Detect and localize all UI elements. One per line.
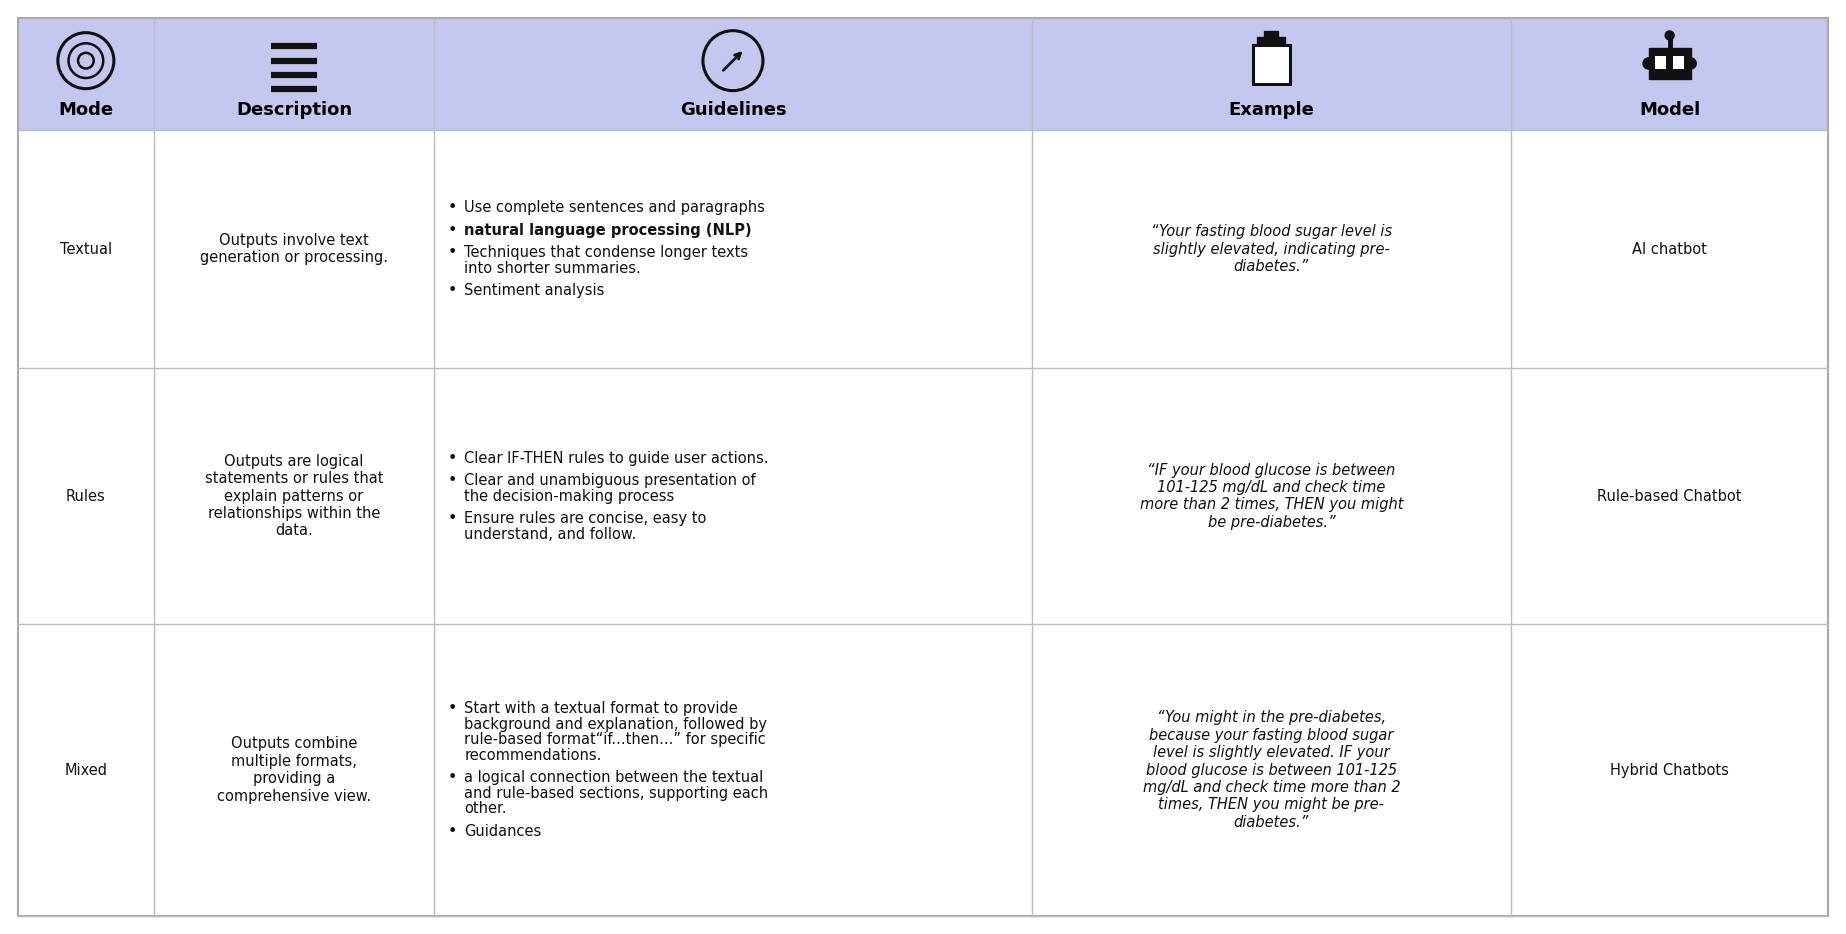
Text: Hybrid Chatbots: Hybrid Chatbots (1610, 762, 1730, 778)
Text: Clear IF-THEN rules to guide user actions.: Clear IF-THEN rules to guide user action… (465, 451, 768, 466)
Circle shape (1643, 58, 1654, 69)
Text: •: • (447, 701, 458, 716)
Text: “Your fasting blood sugar level is
slightly elevated, indicating pre-
diabetes.”: “Your fasting blood sugar level is sligh… (1150, 224, 1392, 275)
Text: •: • (447, 511, 458, 526)
Text: Outputs are logical
statements or rules that
explain patterns or
relationships w: Outputs are logical statements or rules … (205, 454, 384, 539)
Text: Model: Model (1639, 101, 1700, 119)
Circle shape (1665, 31, 1674, 40)
Text: Use complete sentences and paragraphs: Use complete sentences and paragraphs (465, 200, 766, 215)
Text: Mixed: Mixed (65, 762, 107, 778)
Text: •: • (447, 771, 458, 785)
Text: •: • (447, 474, 458, 488)
Text: Outputs involve text
generation or processing.: Outputs involve text generation or proce… (199, 234, 388, 265)
Text: Clear and unambiguous presentation of: Clear and unambiguous presentation of (465, 474, 755, 488)
Text: into shorter summaries.: into shorter summaries. (465, 261, 641, 276)
Text: other.: other. (465, 801, 508, 816)
Text: a logical connection between the textual: a logical connection between the textual (465, 771, 764, 785)
Text: Ensure rules are concise, easy to: Ensure rules are concise, easy to (465, 511, 707, 526)
Text: •: • (447, 824, 458, 839)
Text: rule-based format“if...then...” for specific: rule-based format“if...then...” for spec… (465, 732, 766, 747)
FancyBboxPatch shape (1648, 48, 1691, 78)
Text: Guidelines: Guidelines (679, 101, 786, 119)
Text: Textual: Textual (59, 242, 113, 257)
Text: Outputs combine
multiple formats,
providing a
comprehensive view.: Outputs combine multiple formats, provid… (218, 737, 371, 803)
Polygon shape (18, 18, 1828, 130)
Text: AI chatbot: AI chatbot (1632, 242, 1708, 257)
Text: Example: Example (1228, 101, 1314, 119)
Text: Guidances: Guidances (465, 824, 541, 839)
FancyBboxPatch shape (1265, 31, 1279, 37)
Text: •: • (447, 451, 458, 466)
Circle shape (1685, 58, 1696, 69)
Text: Rules: Rules (66, 488, 105, 503)
Text: •: • (447, 283, 458, 298)
Text: and rule-based sections, supporting each: and rule-based sections, supporting each (465, 785, 768, 800)
FancyBboxPatch shape (1672, 56, 1684, 69)
Text: •: • (447, 246, 458, 261)
Text: Rule-based Chatbot: Rule-based Chatbot (1597, 488, 1743, 503)
Text: understand, and follow.: understand, and follow. (465, 527, 637, 542)
Text: the decision-making process: the decision-making process (465, 488, 674, 503)
Text: Description: Description (236, 101, 353, 119)
Text: Mode: Mode (59, 101, 113, 119)
Text: •: • (447, 222, 458, 238)
Text: natural language processing (NLP): natural language processing (NLP) (465, 222, 751, 238)
Text: recommendations.: recommendations. (465, 748, 602, 763)
FancyBboxPatch shape (1257, 37, 1285, 45)
Text: “IF your blood glucose is between
101-125 mg/dL and check time
more than 2 times: “IF your blood glucose is between 101-12… (1139, 462, 1403, 530)
Text: Techniques that condense longer texts: Techniques that condense longer texts (465, 246, 748, 261)
FancyBboxPatch shape (1656, 56, 1667, 69)
Text: Start with a textual format to provide: Start with a textual format to provide (465, 701, 738, 716)
Text: “You might in the pre-diabetes,
because your fasting blood sugar
level is slight: “You might in the pre-diabetes, because … (1143, 711, 1401, 829)
Text: •: • (447, 200, 458, 215)
Text: Sentiment analysis: Sentiment analysis (465, 283, 605, 298)
FancyBboxPatch shape (1253, 45, 1290, 84)
Text: background and explanation, followed by: background and explanation, followed by (465, 717, 768, 732)
